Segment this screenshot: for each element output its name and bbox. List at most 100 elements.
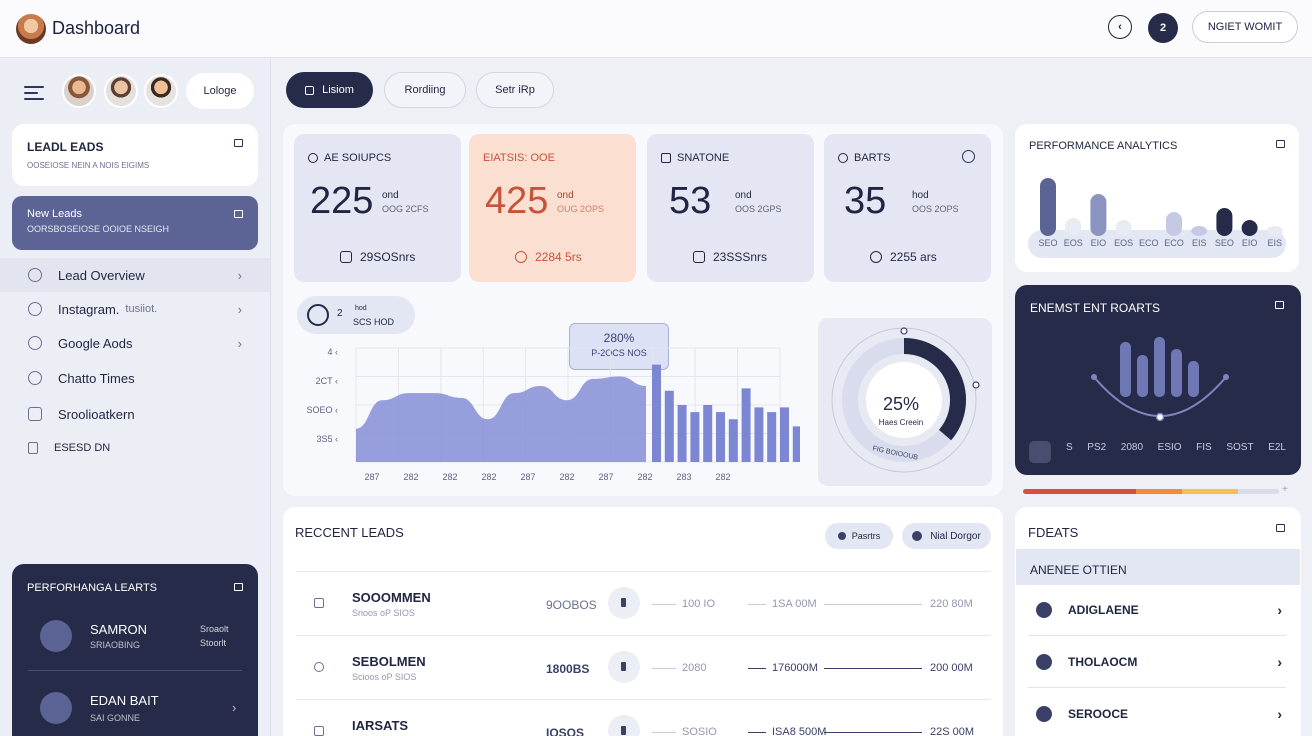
- table-row[interactable]: SEBOLMEN Scioos oP SIOS 1800BS 2080 1760…: [296, 635, 990, 699]
- divider: [824, 668, 922, 669]
- sidebar-item-google-ads[interactable]: Google Aods ›: [0, 326, 270, 360]
- lock-icon: [28, 442, 38, 454]
- stat-label: EIATSIS: OOE: [483, 152, 555, 164]
- lead-metric: ISA8 500M: [772, 726, 827, 736]
- chevron-right-icon: ›: [1277, 653, 1282, 670]
- lead-value: 1800BS: [546, 662, 590, 676]
- avatar[interactable]: [62, 74, 96, 108]
- leads-card[interactable]: LEADL EADS OOSEIOSE NEIN A NOIS EIGIMS: [12, 124, 258, 186]
- divider: [652, 668, 676, 669]
- overview-icon: [28, 268, 42, 282]
- tab-lisiom[interactable]: Lisiom: [286, 72, 373, 108]
- message-icon[interactable]: [1275, 301, 1284, 309]
- stat-unit: ond: [382, 190, 399, 201]
- avatar[interactable]: [144, 74, 178, 108]
- profile-button[interactable]: Lologe: [186, 73, 254, 109]
- bar: [652, 364, 661, 462]
- x-tick-label: SEO: [1038, 238, 1057, 248]
- x-tick-label: EOS: [1064, 238, 1083, 248]
- lead-status-button[interactable]: [608, 587, 640, 619]
- divider: [28, 670, 242, 671]
- donut-chart[interactable]: [826, 320, 986, 480]
- sidebar-item-instagram[interactable]: Instagram. tusiiot. ›: [0, 292, 270, 326]
- y-tick-label: 3S5 ‹: [316, 434, 338, 444]
- x-tick-label: 287: [364, 472, 379, 482]
- tab-label: Setr iRp: [495, 84, 535, 96]
- lead-metric: 1SA 00M: [772, 598, 817, 610]
- stat-unit: hod: [912, 190, 929, 201]
- chart-icon[interactable]: [1029, 441, 1051, 463]
- shield-icon: [40, 692, 72, 724]
- perf-entry-sub: SRIAOBING: [90, 640, 141, 650]
- sidebar-item-lead-overview[interactable]: Lead Overview ›: [0, 258, 270, 292]
- x-tick-label: EIO: [1091, 238, 1107, 248]
- menu-icon[interactable]: [24, 86, 44, 104]
- chevron-right-icon: ›: [1277, 601, 1282, 618]
- filter-chip[interactable]: Pasrtrs: [825, 523, 893, 549]
- sidebar-item-esesd[interactable]: ESESD DN: [0, 431, 270, 465]
- settings-icon[interactable]: [962, 150, 975, 163]
- tab-rordiing[interactable]: Rordiing: [384, 72, 466, 108]
- notification-count-badge[interactable]: 2: [1148, 13, 1178, 43]
- performance-bar-chart[interactable]: SEO EOS EIO EOS ECO ECO EIS SEO EIO EIS: [1026, 170, 1288, 260]
- progress-bar: [1023, 489, 1279, 494]
- bar: [1137, 355, 1148, 397]
- book-icon: [28, 407, 42, 421]
- engagement-bar-chart[interactable]: [1080, 325, 1240, 435]
- stat-card-snatone[interactable]: SNATONE 53 ond OOS 2GPS 23SSSnrs: [647, 134, 814, 282]
- header-action-button[interactable]: NGIET WOMIT: [1192, 11, 1298, 43]
- lead-status-button[interactable]: [608, 651, 640, 683]
- donut-center: [866, 362, 942, 438]
- leads-area-chart[interactable]: 4 ‹ 2CT ‹ SOEO ‹ 3S5 ‹ 287 282 282 282 287 282 287…: [300, 340, 800, 490]
- bar: [677, 405, 687, 462]
- lead-status-button[interactable]: [608, 715, 640, 736]
- sidebar-item-sroolioatkern[interactable]: Sroolioatkern: [0, 397, 270, 431]
- sidebar-item-label: Chatto Times: [58, 370, 135, 386]
- stat-card-status[interactable]: EIATSIS: OOE 425 ond OUG 2OPS 2284 5rs: [469, 134, 636, 282]
- tag-icon: [838, 153, 848, 163]
- lead-metric: 2080: [682, 662, 707, 674]
- donut-handle: [900, 327, 908, 335]
- car-icon: [314, 726, 324, 736]
- chat-icon: [515, 251, 527, 263]
- progress-segment: [1135, 489, 1182, 494]
- stat-card-sources[interactable]: AE SOIUPCS 225 ond OOG 2CFS 29SOSnrs: [294, 134, 461, 282]
- lead-metric: 200 00M: [930, 662, 973, 674]
- list-item[interactable]: THOLAOCM ›: [1028, 636, 1286, 688]
- check-icon: [1036, 653, 1052, 670]
- chart-badge[interactable]: 2 hod SCS HOD: [297, 296, 415, 334]
- message-icon[interactable]: [234, 583, 243, 591]
- list-item[interactable]: ADIGLAENE ›: [1028, 584, 1286, 636]
- new-leads-card[interactable]: New Leads OORSBOSEIOSE OOIOE NSEIGH: [12, 196, 258, 250]
- x-tick-label: 282: [481, 472, 496, 482]
- x-tick-label: 282: [715, 472, 730, 482]
- plus-icon[interactable]: +: [1282, 484, 1288, 495]
- bar: [1188, 361, 1199, 397]
- filter-chip[interactable]: Nial Dorgor: [902, 523, 991, 549]
- x-tick-label: 282: [442, 472, 457, 482]
- tab-setr[interactable]: Setr iRp: [476, 72, 554, 108]
- chevron-right-icon: ›: [1277, 706, 1282, 722]
- avatar[interactable]: [104, 74, 138, 108]
- message-icon[interactable]: [1276, 524, 1285, 532]
- area-series: [356, 376, 646, 462]
- bar: [754, 407, 764, 462]
- message-icon[interactable]: [234, 210, 243, 218]
- stat-card-barts[interactable]: BARTS 35 hod OOS 2OPS 2255 ars: [824, 134, 991, 282]
- chevron-right-icon[interactable]: ›: [232, 700, 237, 715]
- sidebar-item-chatto-times[interactable]: Chatto Times: [0, 361, 270, 395]
- table-row[interactable]: IARSATS IOSOS SOSIO ISA8 500M 22S 00M: [296, 699, 990, 736]
- sidebar-item-label: ESESD DN: [54, 442, 111, 454]
- table-row[interactable]: SOOOMMEN Srioos oP SIOS 9OOBOS 100 IO 1S…: [296, 571, 990, 635]
- chevron-right-icon: ›: [237, 267, 242, 283]
- arc-dot: [1223, 374, 1229, 380]
- back-icon[interactable]: ‹: [1108, 15, 1132, 39]
- message-icon[interactable]: [1276, 140, 1285, 148]
- x-tick-label: ECO: [1139, 238, 1159, 248]
- donut-label: Haes Creein: [878, 418, 924, 427]
- chart-base: [1028, 230, 1286, 258]
- list-item[interactable]: SEROOCE ›: [1028, 688, 1286, 736]
- engagement-footer: S PS2 2080 ESIO FIS SOST E2L: [1066, 442, 1286, 453]
- message-icon[interactable]: [234, 139, 243, 147]
- bar: [767, 412, 777, 462]
